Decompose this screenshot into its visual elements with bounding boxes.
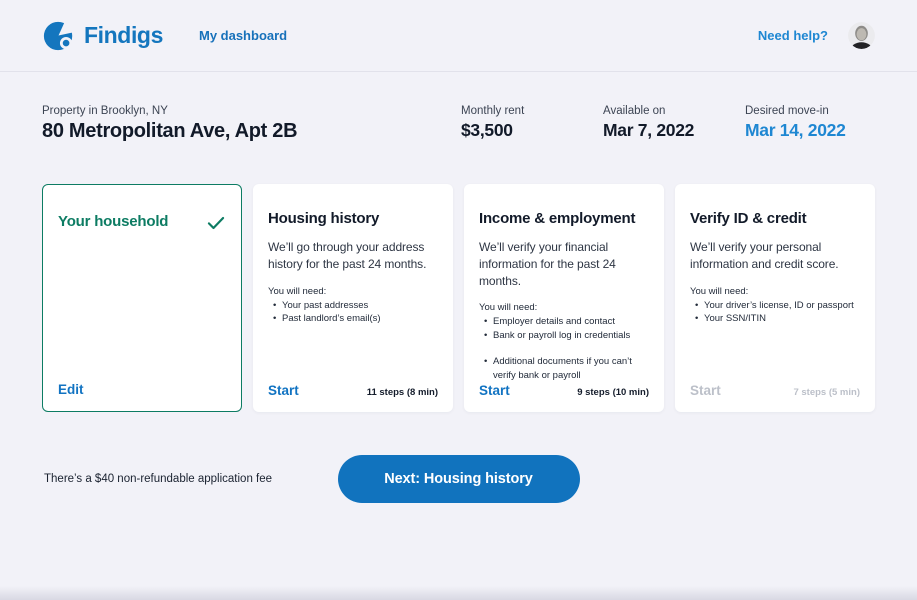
need-list-extra: Additional documents if you can’t verify… [479, 355, 649, 383]
card-title: Your household [58, 213, 169, 230]
findigs-brand[interactable]: Findigs [42, 19, 163, 53]
fact-label: Monthly rent [461, 105, 525, 117]
findigs-logo-icon [42, 19, 76, 53]
property-summary: Property in Brooklyn, NY 80 Metropolitan… [0, 72, 917, 143]
start-income-employment-link[interactable]: Start [479, 383, 510, 398]
need-item: Additional documents if you can’t verify… [479, 355, 649, 383]
fact-monthly-rent: Monthly rent $3,500 [461, 105, 603, 141]
header: Findigs My dashboard Need help? [0, 0, 917, 72]
check-icon [206, 213, 226, 233]
footer-actions: There’s a $40 non-refundable application… [0, 455, 917, 503]
property-location-label: Property in Brooklyn, NY [42, 105, 168, 117]
edit-household-link[interactable]: Edit [58, 382, 84, 397]
card-title: Housing history [268, 210, 380, 227]
card-footer: Start 9 steps (10 min) [479, 383, 649, 398]
steps-estimate: 11 steps (8 min) [366, 387, 438, 398]
card-verify-id-credit: Verify ID & credit We’ll verify your per… [675, 184, 875, 412]
card-title: Verify ID & credit [690, 210, 807, 227]
property-main: Property in Brooklyn, NY 80 Metropolitan… [42, 105, 461, 143]
card-title: Income & employment [479, 210, 636, 227]
need-list: Employer details and contact Bank or pay… [479, 315, 649, 343]
need-label: You will need: [690, 285, 749, 297]
card-housing-history: Housing history We’ll go through your ad… [253, 184, 453, 412]
card-description: We’ll go through your address history fo… [268, 240, 427, 271]
card-footer: Start 11 steps (8 min) [268, 383, 438, 398]
fact-label: Available on [603, 105, 666, 117]
header-left: Findigs My dashboard [42, 19, 287, 53]
nav-my-dashboard[interactable]: My dashboard [198, 28, 288, 43]
need-label: You will need: [268, 285, 327, 297]
application-steps: Your household Edit Housing history We’l… [42, 184, 875, 412]
card-footer: Start 7 steps (5 min) [690, 383, 860, 398]
property-address: 80 Metropolitan Ave, Apt 2B [42, 120, 298, 142]
card-description: We’ll verify your personal information a… [690, 240, 839, 271]
start-verify-id-link-disabled: Start [690, 383, 721, 398]
brand-wordmark: Findigs [84, 22, 163, 48]
fact-value: $3,500 [461, 120, 513, 140]
need-list: Your past addresses Past landlord’s emai… [268, 299, 438, 327]
need-item: Past landlord’s email(s) [268, 312, 438, 326]
card-footer: Edit [58, 382, 226, 397]
fact-label: Desired move-in [745, 105, 829, 117]
need-label: You will need: [479, 302, 538, 314]
next-housing-history-button[interactable]: Next: Housing history [337, 455, 580, 503]
steps-estimate: 7 steps (5 min) [793, 387, 860, 398]
need-item: Bank or payroll log in credentials [479, 329, 649, 343]
need-item: Your past addresses [268, 299, 438, 313]
need-list: Your driver’s license, ID or passport Yo… [690, 299, 860, 327]
start-housing-history-link[interactable]: Start [268, 383, 299, 398]
fact-desired-move-in: Desired move-in Mar 14, 2022 [745, 105, 875, 141]
fact-value: Mar 14, 2022 [745, 120, 846, 140]
user-avatar[interactable] [848, 22, 875, 49]
header-right: Need help? [758, 22, 875, 49]
card-description: We’ll verify your financial information … [479, 240, 616, 288]
bottom-shadow [0, 586, 917, 600]
need-help-link[interactable]: Need help? [757, 28, 828, 43]
fact-value: Mar 7, 2022 [603, 120, 695, 140]
card-your-household: Your household Edit [42, 184, 242, 412]
fact-available-on: Available on Mar 7, 2022 [603, 105, 745, 141]
card-head: Your household [58, 200, 226, 233]
need-item: Employer details and contact [479, 315, 649, 329]
application-fee-note: There’s a $40 non-refundable application… [44, 473, 273, 485]
need-item: Your driver’s license, ID or passport [690, 299, 860, 313]
need-item: Your SSN/ITIN [690, 312, 860, 326]
card-income-employment: Income & employment We’ll verify your fi… [464, 184, 664, 412]
steps-estimate: 9 steps (10 min) [577, 387, 649, 398]
